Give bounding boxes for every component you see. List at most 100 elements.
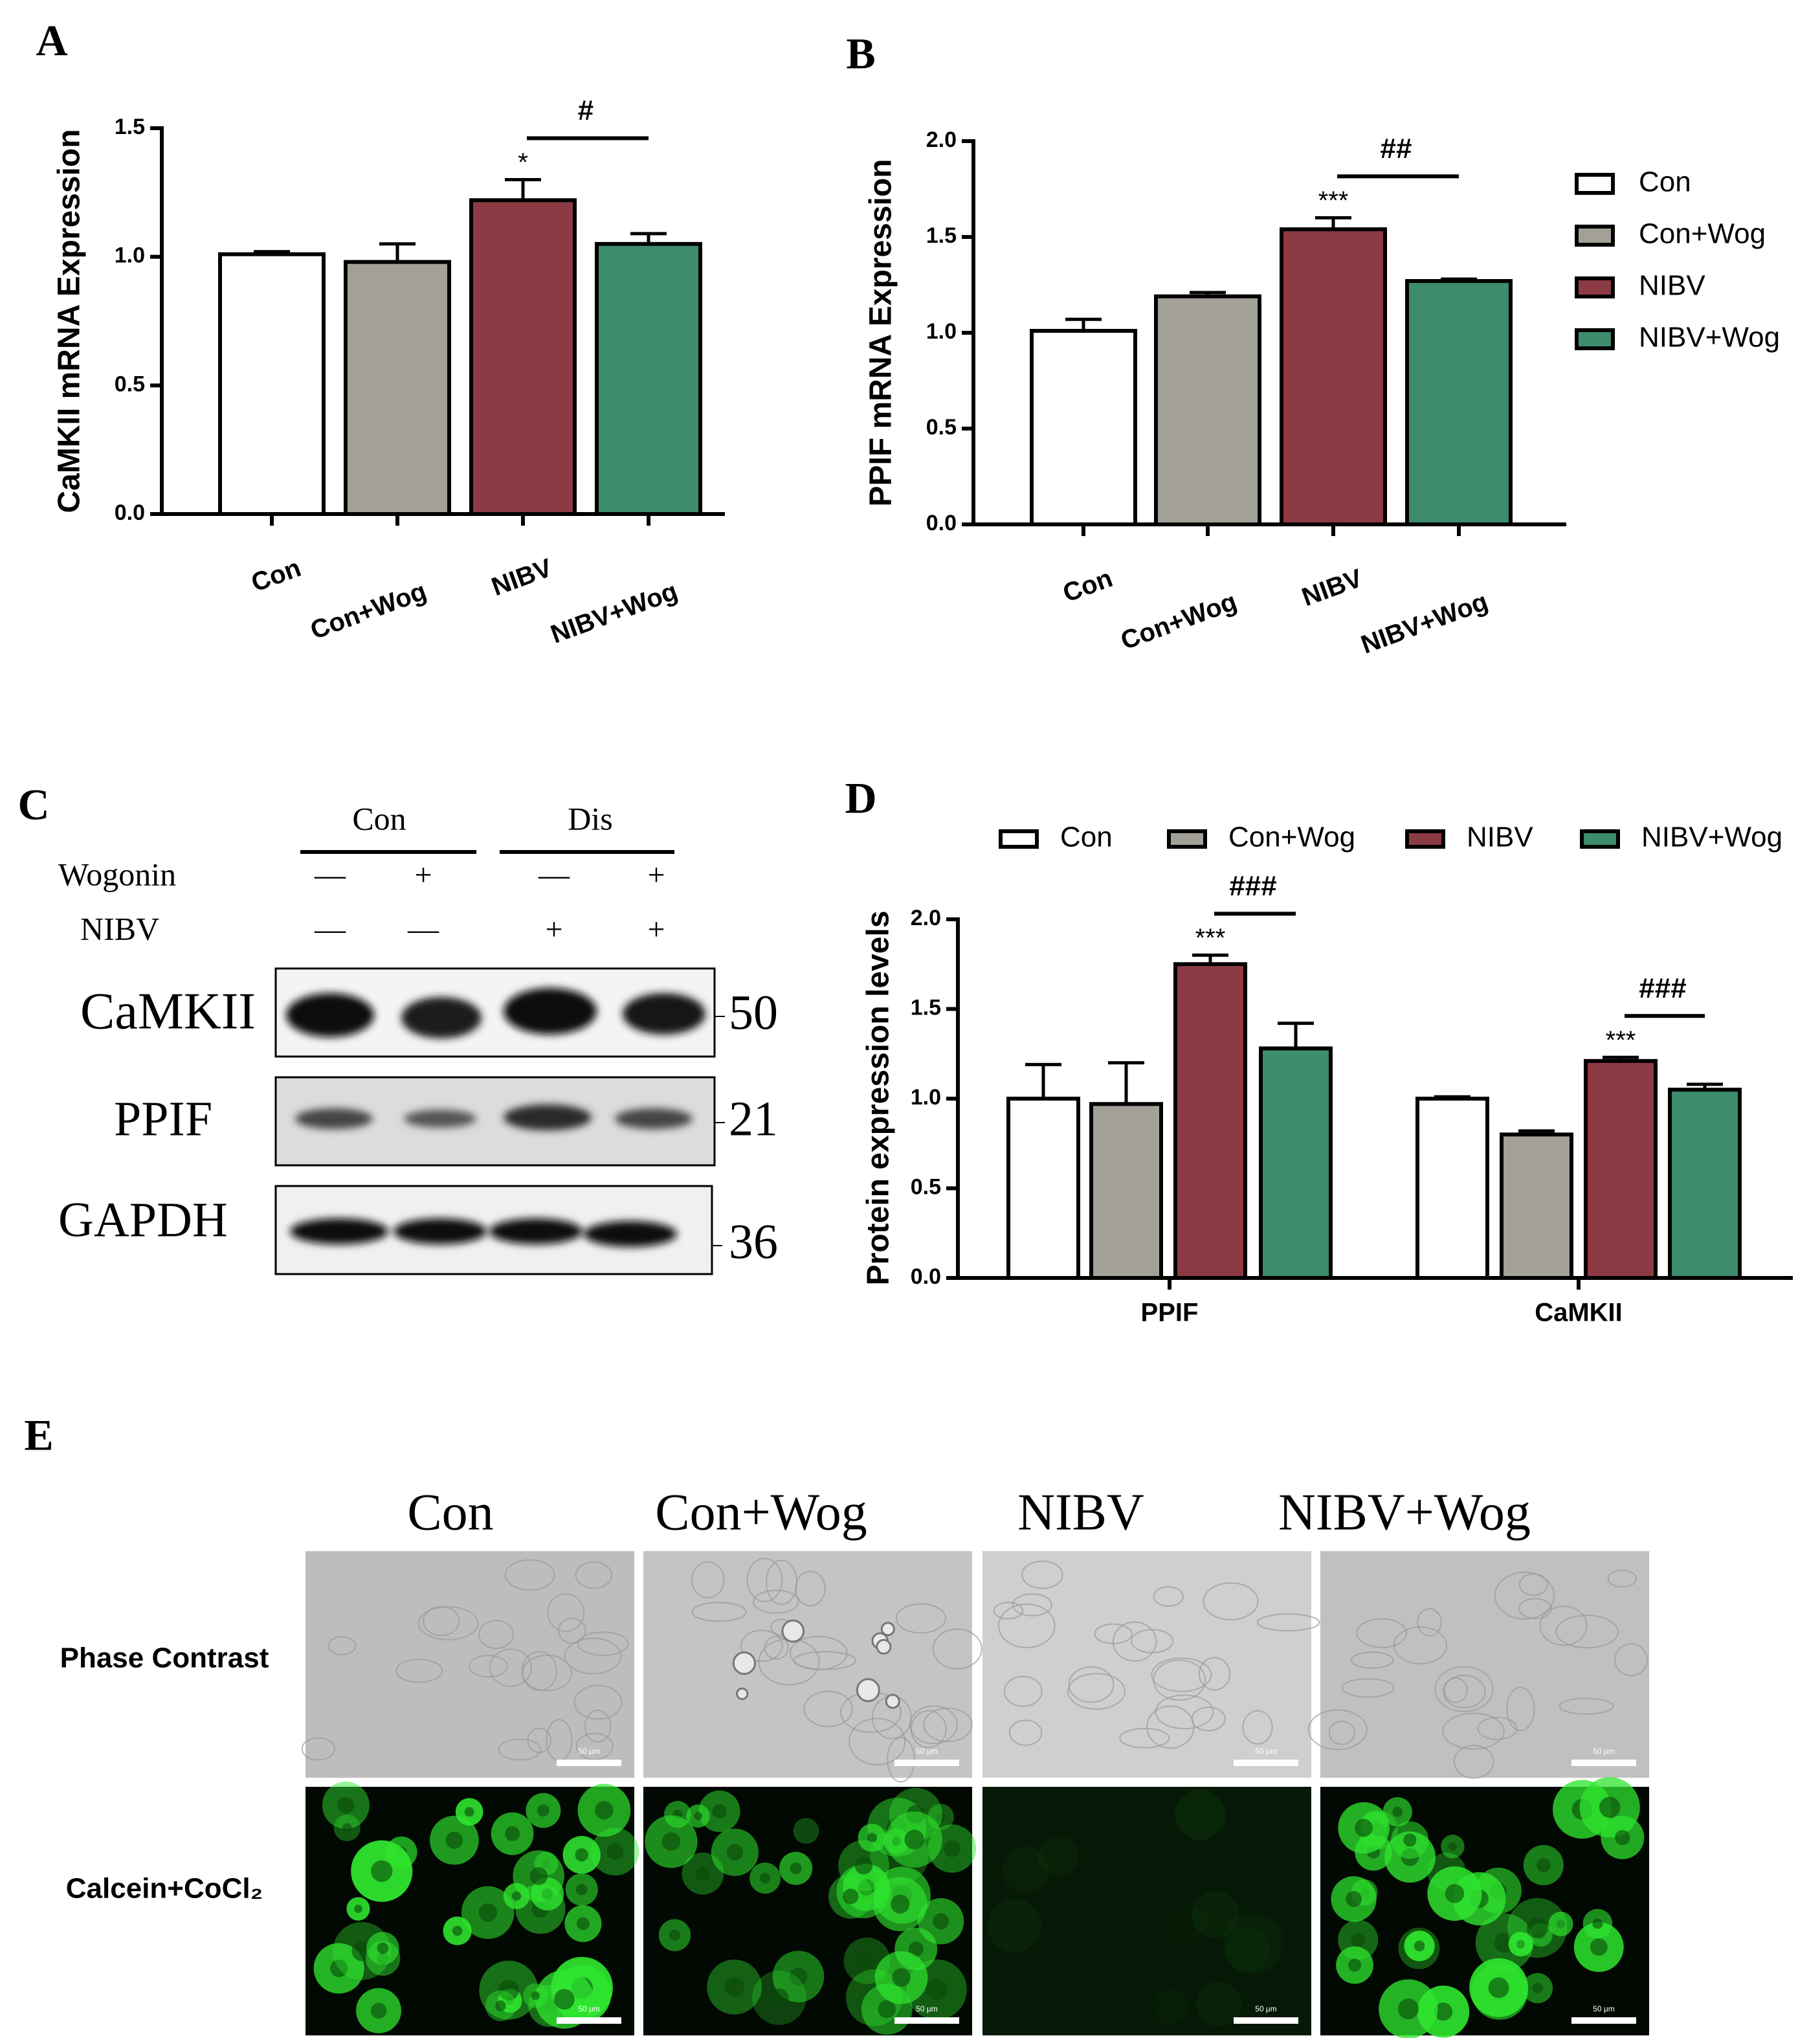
y-tick-label: 0.0: [115, 500, 145, 525]
nucleus: [1403, 1833, 1417, 1847]
error-bar: [1065, 317, 1102, 331]
vesicle: [856, 1678, 880, 1703]
nucleus: [531, 1991, 540, 2000]
significance: #: [578, 95, 594, 126]
vesicle: [736, 1687, 749, 1700]
y-tick-label: 2.0: [911, 906, 941, 930]
cell-outline: [1151, 1657, 1212, 1692]
cell-outline: [895, 1603, 946, 1634]
imaging: Con Con+Wog NIBV NIBV+Wog Phase Contrast Calc…: [60, 1484, 1649, 2038]
cell-outline: [504, 1559, 555, 1591]
treatment-mark: —: [314, 858, 346, 892]
legend-swatch: [1575, 225, 1615, 247]
cell-outline: [923, 1707, 973, 1743]
scale-bar: [1234, 1760, 1298, 1766]
scale-bar: [1571, 2017, 1636, 2024]
nucleus: [694, 1811, 703, 1820]
scale-bar-label: 50 μm: [916, 2004, 938, 2013]
cell-fluorescence: [1153, 1989, 1188, 2024]
panel-label: E: [24, 1411, 53, 1460]
nucleus: [726, 1844, 744, 1861]
western-blot: Con Dis Wogonin — + — + NIBV — — + + CaMKII 50 PPIF 21 G…: [58, 800, 778, 1275]
cell-outline: [1350, 1652, 1394, 1669]
cell-outline: [1068, 1666, 1115, 1703]
cell-outline: [577, 1631, 629, 1657]
legend-label: NIBV: [1467, 822, 1533, 853]
nucleus: [789, 1967, 808, 1986]
x-tick-label: NIBV+Wog: [547, 577, 682, 649]
y-tick-label: 0.5: [911, 1174, 941, 1199]
cell-outline: [1559, 1697, 1614, 1715]
y-tick-label: 0.5: [926, 415, 957, 440]
cell-outline: [1242, 1710, 1273, 1745]
bar: [218, 252, 326, 516]
treatment-mark: —: [538, 858, 570, 892]
legend-swatch: [999, 829, 1039, 849]
legend-label: NIBV+Wog: [1639, 322, 1780, 353]
cell-outline: [1607, 1569, 1637, 1588]
scale-bar-label: 50 μm: [578, 1747, 600, 1756]
cell-outline: [1112, 1621, 1157, 1662]
cell-outline: [910, 1710, 947, 1749]
x-tick-label: Con+Wog: [1117, 587, 1241, 655]
error-bar: [1025, 1062, 1061, 1099]
nucleus: [858, 1879, 875, 1896]
error-bar: [254, 250, 290, 254]
cell-outline: [1008, 1719, 1043, 1746]
nucleus: [1488, 1977, 1509, 1999]
panel-label: A: [36, 16, 67, 65]
error-bar: [1315, 216, 1351, 230]
column-label: Con: [407, 1484, 493, 1541]
cell-outline: [327, 1636, 357, 1655]
nucleus: [759, 1872, 771, 1884]
legend-swatch: [1575, 328, 1615, 350]
band: [504, 1104, 592, 1130]
nucleus: [330, 1959, 348, 1978]
nucleus: [377, 1942, 389, 1954]
band: [394, 1218, 487, 1244]
vesicle: [876, 1639, 892, 1655]
nucleus: [770, 1988, 789, 2008]
nucleus: [908, 1941, 924, 1956]
cell-outline: [740, 1629, 783, 1663]
x-tick-label: Con+Wog: [307, 577, 430, 645]
y-tick-label: 1.5: [911, 995, 941, 1020]
nucleus: [575, 1848, 588, 1862]
nucleus: [478, 1903, 498, 1922]
cell-outline: [1434, 1666, 1494, 1712]
bar: [1030, 329, 1137, 526]
treatment-mark: +: [414, 858, 432, 892]
y-tick-label: 1.0: [911, 1085, 941, 1110]
significance: ***: [1606, 1026, 1636, 1055]
nucleus: [371, 1860, 393, 1882]
treatment-mark: —: [314, 912, 346, 946]
treatment-mark: +: [647, 858, 665, 892]
nucleus: [669, 1929, 681, 1941]
y-tick-label: 0.0: [911, 1264, 941, 1289]
band: [623, 993, 705, 1035]
nucleus: [790, 1863, 802, 1874]
cell-outline: [1191, 1707, 1226, 1732]
nucleus: [606, 1843, 624, 1861]
x-tick-label: NIBV: [1298, 564, 1366, 612]
cell-fluorescence: [1192, 1890, 1239, 1938]
nucleus: [1434, 2002, 1453, 2021]
x-tick-label: NIBV+Wog: [1357, 587, 1492, 659]
x-tick-label: CaMKII: [1535, 1299, 1623, 1327]
cell-outline: [1131, 1629, 1174, 1653]
nucleus: [464, 1807, 474, 1817]
bar: [1006, 1097, 1080, 1280]
nucleus: [936, 1812, 946, 1822]
scale-bar-label: 50 μm: [1255, 2004, 1277, 2013]
cell-outline: [1012, 1593, 1052, 1617]
cell-fluorescence: [1174, 1789, 1226, 1841]
cell-outline: [1203, 1582, 1259, 1620]
legend-swatch: [1575, 173, 1615, 195]
scale-bar-label: 50 μm: [1593, 2004, 1615, 2013]
nucleus: [1516, 1940, 1526, 1949]
cell-outline: [1443, 1674, 1486, 1708]
cell-outline: [564, 1637, 622, 1675]
treatment-label: Wogonin: [58, 856, 176, 892]
bar: [1089, 1102, 1163, 1281]
scale-bar-label: 50 μm: [916, 1747, 938, 1756]
